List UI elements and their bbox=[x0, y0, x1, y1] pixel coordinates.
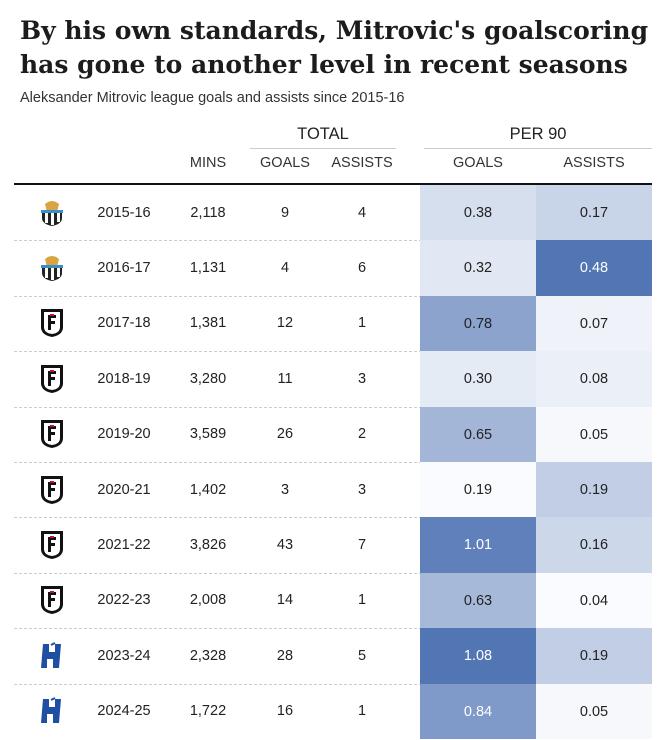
table-cell: 0.17 bbox=[536, 185, 652, 241]
table-cell: 1 bbox=[357, 315, 367, 332]
table-cell: 16 bbox=[276, 703, 294, 720]
group-header: PER 90 bbox=[424, 125, 652, 149]
table-cell: 0.07 bbox=[536, 295, 652, 352]
table-cell: 0.16 bbox=[536, 517, 652, 574]
table-cell: 0.08 bbox=[536, 351, 652, 408]
club-logo bbox=[30, 296, 74, 351]
column-header: MINS bbox=[189, 155, 227, 171]
row-separator bbox=[14, 295, 652, 297]
table-cell: 0.78 bbox=[420, 295, 536, 352]
table-cell: 9 bbox=[280, 204, 290, 221]
table-cell: 0.38 bbox=[420, 185, 536, 241]
table-cell: 28 bbox=[276, 647, 294, 664]
table-cell: 1 bbox=[357, 703, 367, 720]
season: 2022-23 bbox=[97, 592, 151, 609]
table-cell: 26 bbox=[276, 426, 294, 443]
table-cell: 1 bbox=[357, 592, 367, 609]
row-separator bbox=[14, 683, 652, 685]
table-cell: 3 bbox=[357, 481, 367, 498]
table-cell: 0.84 bbox=[420, 683, 536, 740]
table-cell: 6 bbox=[357, 259, 367, 276]
club-logo bbox=[30, 573, 74, 628]
season: 2024-25 bbox=[97, 703, 151, 720]
column-header: GOALS bbox=[260, 155, 310, 171]
column-header: ASSISTS bbox=[563, 155, 625, 171]
season: 2020-21 bbox=[97, 481, 151, 498]
table-cell: 1,722 bbox=[189, 703, 227, 720]
table-cell: 1,381 bbox=[189, 315, 227, 332]
season: 2016-17 bbox=[97, 259, 151, 276]
row-separator bbox=[14, 406, 652, 408]
table-cell: 0.05 bbox=[536, 406, 652, 463]
table-cell: 1,131 bbox=[189, 259, 227, 276]
season: 2018-19 bbox=[97, 370, 151, 387]
table-cell: 3,826 bbox=[189, 536, 227, 553]
table-cell: 12 bbox=[276, 315, 294, 332]
row-separator bbox=[14, 462, 652, 463]
table-cell: 0.48 bbox=[536, 240, 652, 297]
table-cell: 3 bbox=[357, 370, 367, 387]
table-cell: 3 bbox=[280, 481, 290, 498]
season: 2023-24 bbox=[97, 647, 151, 664]
table-cell: 3,589 bbox=[189, 426, 227, 443]
row-separator bbox=[14, 351, 652, 353]
title: By his own standards, Mitrovic's goalsco… bbox=[20, 16, 649, 79]
table-cell: 4 bbox=[280, 259, 290, 276]
club-logo bbox=[30, 684, 74, 739]
season: 2019-20 bbox=[97, 426, 151, 443]
row-separator bbox=[14, 517, 652, 519]
season: 2015-16 bbox=[97, 204, 151, 221]
table-cell: 11 bbox=[277, 370, 293, 387]
table-cell: 14 bbox=[276, 592, 294, 609]
table-cell: 0.19 bbox=[536, 462, 652, 518]
club-logo bbox=[30, 407, 74, 462]
group-header: TOTAL bbox=[250, 125, 396, 149]
column-header: ASSISTS bbox=[331, 155, 393, 171]
header-rule bbox=[14, 183, 652, 185]
table-cell: 43 bbox=[276, 536, 294, 553]
subtitle: Aleksander Mitrovic league goals and ass… bbox=[20, 90, 405, 106]
table-cell: 2,118 bbox=[190, 204, 226, 221]
table-cell: 0.32 bbox=[420, 240, 536, 297]
table-cell: 1.01 bbox=[420, 517, 536, 574]
table-cell: 0.65 bbox=[420, 406, 536, 463]
season: 2021-22 bbox=[97, 536, 151, 553]
row-separator bbox=[14, 572, 652, 574]
club-logo bbox=[30, 240, 74, 295]
club-logo bbox=[30, 628, 74, 683]
table-cell: 0.30 bbox=[420, 351, 536, 408]
table-cell: 0.19 bbox=[536, 628, 652, 685]
column-header: GOALS bbox=[453, 155, 503, 171]
table-cell: 0.04 bbox=[536, 572, 652, 629]
row-separator bbox=[14, 628, 652, 630]
table-cell: 0.63 bbox=[420, 572, 536, 629]
table-cell: 2,328 bbox=[189, 647, 227, 664]
table-cell: 7 bbox=[357, 536, 367, 553]
club-logo bbox=[30, 185, 74, 240]
club-logo bbox=[30, 351, 74, 406]
season: 2017-18 bbox=[97, 315, 151, 332]
table-cell: 1.08 bbox=[420, 628, 536, 685]
table-cell: 2,008 bbox=[189, 592, 227, 609]
club-logo bbox=[30, 462, 74, 517]
table-cell: 4 bbox=[357, 204, 367, 221]
table-cell: 1,402 bbox=[189, 481, 227, 498]
table-cell: 0.19 bbox=[420, 462, 536, 518]
club-logo bbox=[30, 517, 74, 572]
table-cell: 5 bbox=[357, 647, 367, 664]
row-separator bbox=[14, 240, 652, 242]
table-cell: 2 bbox=[357, 426, 367, 443]
table-cell: 0.05 bbox=[536, 683, 652, 740]
table-cell: 3,280 bbox=[189, 370, 227, 387]
